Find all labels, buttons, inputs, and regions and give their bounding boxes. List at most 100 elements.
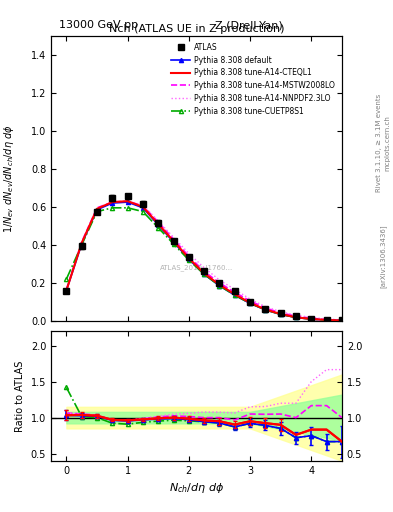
Pythia 8.308 tune-A14-MSTW2008LO bbox=[294, 313, 298, 319]
Pythia 8.308 tune-A14-CTEQL1 bbox=[340, 317, 344, 324]
Pythia 8.308 tune-A14-MSTW2008LO bbox=[309, 315, 314, 322]
Pythia 8.308 tune-CUETP8S1 bbox=[217, 283, 222, 289]
Pythia 8.308 tune-A14-MSTW2008LO bbox=[248, 298, 252, 304]
Pythia 8.308 tune-CUETP8S1 bbox=[294, 314, 298, 321]
Pythia 8.308 tune-A14-NNPDF2.3LO bbox=[294, 312, 298, 318]
Pythia 8.308 tune-A14-NNPDF2.3LO bbox=[110, 199, 115, 205]
Pythia 8.308 tune-A14-CTEQL1 bbox=[217, 282, 222, 288]
Pythia 8.308 default bbox=[202, 271, 206, 278]
Pythia 8.308 tune-A14-NNPDF2.3LO bbox=[278, 309, 283, 315]
Pythia 8.308 default bbox=[248, 301, 252, 307]
Pythia 8.308 tune-CUETP8S1 bbox=[202, 271, 206, 278]
Pythia 8.308 tune-A14-CTEQL1 bbox=[171, 238, 176, 244]
Pythia 8.308 tune-A14-CTEQL1 bbox=[125, 198, 130, 204]
X-axis label: $N_{ch}/d\eta\ d\phi$: $N_{ch}/d\eta\ d\phi$ bbox=[169, 481, 224, 495]
Pythia 8.308 tune-A14-MSTW2008LO bbox=[202, 268, 206, 274]
Pythia 8.308 default bbox=[79, 241, 84, 247]
Pythia 8.308 default bbox=[309, 316, 314, 322]
Pythia 8.308 tune-A14-NNPDF2.3LO bbox=[217, 277, 222, 283]
Line: Pythia 8.308 default: Pythia 8.308 default bbox=[64, 200, 344, 323]
Text: 13000 GeV pp: 13000 GeV pp bbox=[59, 20, 138, 30]
Pythia 8.308 tune-A14-NNPDF2.3LO bbox=[79, 239, 84, 245]
Pythia 8.308 default bbox=[156, 222, 161, 228]
Pythia 8.308 default bbox=[95, 207, 99, 213]
Pythia 8.308 tune-A14-CTEQL1 bbox=[95, 206, 99, 212]
Pythia 8.308 tune-A14-CTEQL1 bbox=[294, 314, 298, 321]
Pythia 8.308 tune-CUETP8S1 bbox=[324, 317, 329, 323]
Pythia 8.308 tune-A14-MSTW2008LO bbox=[340, 317, 344, 324]
Pythia 8.308 tune-A14-CTEQL1 bbox=[263, 306, 268, 312]
Text: mcplots.cern.ch: mcplots.cern.ch bbox=[384, 115, 390, 172]
Pythia 8.308 tune-A14-NNPDF2.3LO bbox=[324, 316, 329, 322]
Pythia 8.308 tune-A14-MSTW2008LO bbox=[217, 280, 222, 286]
Pythia 8.308 tune-A14-MSTW2008LO bbox=[64, 286, 69, 292]
Pythia 8.308 default bbox=[141, 205, 145, 211]
Pythia 8.308 tune-A14-NNPDF2.3LO bbox=[187, 250, 191, 257]
Pythia 8.308 tune-A14-MSTW2008LO bbox=[171, 236, 176, 242]
Pythia 8.308 tune-CUETP8S1 bbox=[125, 205, 130, 211]
Pythia 8.308 tune-A14-NNPDF2.3LO bbox=[340, 317, 344, 323]
Pythia 8.308 default bbox=[217, 283, 222, 289]
Pythia 8.308 default bbox=[324, 317, 329, 323]
Pythia 8.308 default bbox=[232, 292, 237, 298]
Pythia 8.308 tune-A14-CTEQL1 bbox=[248, 300, 252, 306]
Pythia 8.308 tune-A14-NNPDF2.3LO bbox=[263, 304, 268, 310]
Text: Z (Drell-Yan): Z (Drell-Yan) bbox=[215, 20, 283, 30]
Pythia 8.308 tune-CUETP8S1 bbox=[187, 257, 191, 263]
Pythia 8.308 default bbox=[340, 317, 344, 324]
Pythia 8.308 tune-A14-NNPDF2.3LO bbox=[171, 234, 176, 240]
Pythia 8.308 tune-A14-CTEQL1 bbox=[309, 316, 314, 322]
Pythia 8.308 tune-A14-MSTW2008LO bbox=[141, 203, 145, 209]
Pythia 8.308 tune-A14-CTEQL1 bbox=[324, 317, 329, 323]
Pythia 8.308 tune-A14-MSTW2008LO bbox=[79, 239, 84, 245]
Pythia 8.308 tune-CUETP8S1 bbox=[110, 205, 115, 211]
Pythia 8.308 tune-CUETP8S1 bbox=[232, 292, 237, 298]
Y-axis label: Ratio to ATLAS: Ratio to ATLAS bbox=[15, 360, 25, 432]
Pythia 8.308 default bbox=[64, 287, 69, 293]
Text: [arXiv:1306.3436]: [arXiv:1306.3436] bbox=[380, 224, 387, 288]
Pythia 8.308 tune-CUETP8S1 bbox=[95, 208, 99, 215]
Title: Nch (ATLAS UE in Z production): Nch (ATLAS UE in Z production) bbox=[109, 24, 284, 34]
Pythia 8.308 tune-A14-CTEQL1 bbox=[232, 291, 237, 297]
Pythia 8.308 tune-A14-MSTW2008LO bbox=[263, 305, 268, 311]
Pythia 8.308 tune-A14-CTEQL1 bbox=[202, 270, 206, 276]
Pythia 8.308 default bbox=[278, 311, 283, 317]
Pythia 8.308 tune-CUETP8S1 bbox=[64, 276, 69, 282]
Pythia 8.308 tune-A14-CTEQL1 bbox=[278, 311, 283, 317]
Pythia 8.308 default bbox=[171, 239, 176, 245]
Pythia 8.308 tune-A14-MSTW2008LO bbox=[110, 199, 115, 205]
Line: Pythia 8.308 tune-CUETP8S1: Pythia 8.308 tune-CUETP8S1 bbox=[64, 206, 344, 323]
Pythia 8.308 tune-CUETP8S1 bbox=[141, 208, 145, 215]
Pythia 8.308 tune-CUETP8S1 bbox=[340, 317, 344, 324]
Pythia 8.308 default bbox=[110, 200, 115, 206]
Text: ATLAS_2019_I1760...: ATLAS_2019_I1760... bbox=[160, 265, 233, 271]
Pythia 8.308 default bbox=[263, 307, 268, 313]
Pythia 8.308 tune-CUETP8S1 bbox=[171, 241, 176, 247]
Pythia 8.308 tune-A14-NNPDF2.3LO bbox=[64, 286, 69, 292]
Pythia 8.308 tune-A14-CTEQL1 bbox=[187, 255, 191, 261]
Line: Pythia 8.308 tune-A14-CTEQL1: Pythia 8.308 tune-A14-CTEQL1 bbox=[66, 201, 342, 321]
Pythia 8.308 tune-CUETP8S1 bbox=[248, 301, 252, 307]
Pythia 8.308 tune-CUETP8S1 bbox=[278, 311, 283, 317]
Pythia 8.308 tune-A14-NNPDF2.3LO bbox=[95, 205, 99, 211]
Pythia 8.308 default bbox=[294, 314, 298, 321]
Pythia 8.308 tune-A14-NNPDF2.3LO bbox=[141, 202, 145, 208]
Pythia 8.308 tune-A14-CTEQL1 bbox=[79, 240, 84, 246]
Pythia 8.308 tune-CUETP8S1 bbox=[263, 307, 268, 313]
Pythia 8.308 tune-A14-NNPDF2.3LO bbox=[248, 296, 252, 302]
Pythia 8.308 tune-A14-MSTW2008LO bbox=[324, 316, 329, 323]
Pythia 8.308 tune-A14-NNPDF2.3LO bbox=[202, 265, 206, 271]
Pythia 8.308 tune-A14-CTEQL1 bbox=[141, 204, 145, 210]
Pythia 8.308 tune-A14-NNPDF2.3LO bbox=[309, 314, 314, 321]
Pythia 8.308 tune-A14-CTEQL1 bbox=[156, 221, 161, 227]
Pythia 8.308 default bbox=[187, 256, 191, 262]
Pythia 8.308 tune-A14-CTEQL1 bbox=[64, 287, 69, 293]
Pythia 8.308 tune-A14-MSTW2008LO bbox=[95, 205, 99, 211]
Pythia 8.308 tune-A14-NNPDF2.3LO bbox=[125, 198, 130, 204]
Pythia 8.308 tune-A14-MSTW2008LO bbox=[232, 289, 237, 295]
Pythia 8.308 tune-CUETP8S1 bbox=[79, 242, 84, 248]
Pythia 8.308 tune-A14-MSTW2008LO bbox=[156, 219, 161, 225]
Text: Rivet 3.1.10, ≥ 3.1M events: Rivet 3.1.10, ≥ 3.1M events bbox=[376, 94, 382, 193]
Line: Pythia 8.308 tune-A14-MSTW2008LO: Pythia 8.308 tune-A14-MSTW2008LO bbox=[66, 201, 342, 321]
Y-axis label: $1/N_{ev}\ dN_{ev}/dN_{ch}/d\eta\ d\phi$: $1/N_{ev}\ dN_{ev}/dN_{ch}/d\eta\ d\phi$ bbox=[2, 124, 16, 233]
